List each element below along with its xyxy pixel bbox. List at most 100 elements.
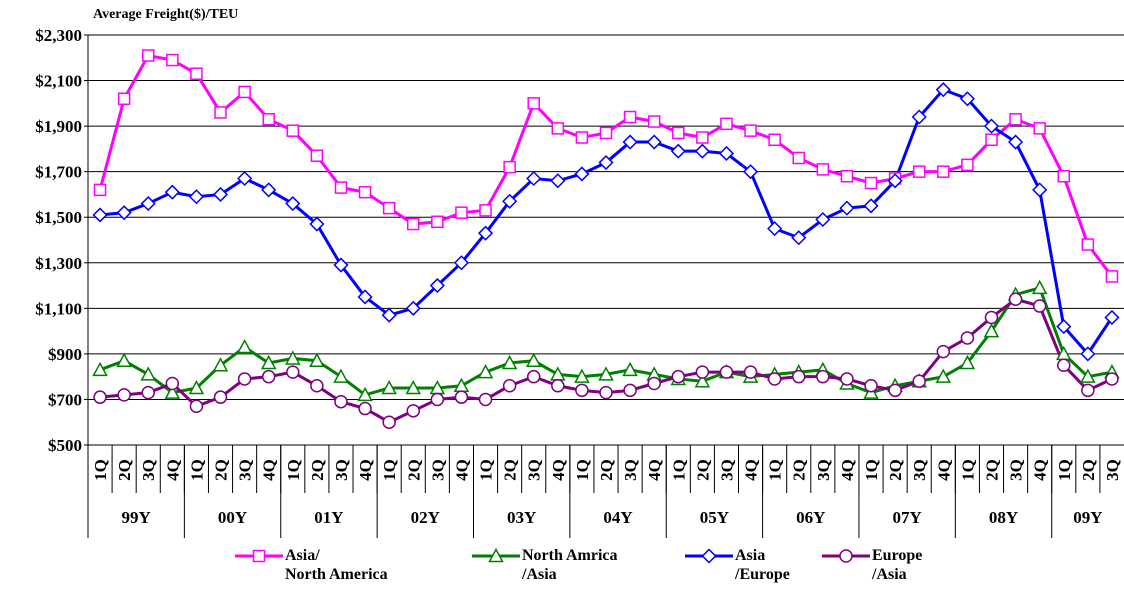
marker <box>286 365 300 379</box>
marker <box>598 366 614 381</box>
x-tick-label: 1Q <box>573 459 592 481</box>
marker <box>334 394 348 409</box>
y-tick-label: $1,300 <box>35 254 82 273</box>
x-tick-label: 2Q <box>1079 459 1098 481</box>
x-tick-label: 4Q <box>356 459 375 481</box>
marker <box>527 97 540 110</box>
marker <box>694 373 711 388</box>
marker <box>1081 238 1095 251</box>
x-tick-label: 1Q <box>766 459 785 481</box>
marker <box>190 67 203 80</box>
marker <box>117 92 131 106</box>
marker <box>1105 372 1119 386</box>
x-tick-label: 4Q <box>934 459 953 481</box>
marker <box>381 307 397 323</box>
x-tick-label: 2Q <box>212 459 231 481</box>
legend-swatch <box>685 548 733 564</box>
x-tick-label: 3Q <box>236 459 255 481</box>
x-tick-label: 4Q <box>549 459 568 481</box>
x-tick-label: 1Q <box>862 459 881 481</box>
marker <box>935 82 951 98</box>
marker <box>701 548 717 564</box>
marker <box>141 49 155 62</box>
marker <box>647 376 661 391</box>
x-tick-label: 2Q <box>308 459 327 481</box>
y-tick-label: $2,100 <box>35 72 82 91</box>
marker <box>455 206 468 219</box>
marker <box>92 207 108 223</box>
marker <box>574 368 590 383</box>
marker <box>213 390 228 404</box>
y-tick-label: $700 <box>48 390 82 409</box>
x-tick-label: 1Q <box>958 459 977 481</box>
x-tick-label: 2Q <box>597 459 616 481</box>
x-tick-label: 4Q <box>260 459 279 481</box>
marker <box>767 372 782 386</box>
marker <box>720 117 733 131</box>
legend-label: Asia /Europe <box>735 547 790 583</box>
marker <box>477 364 494 379</box>
marker <box>816 369 830 384</box>
x-tick-label: 1Q <box>91 459 110 481</box>
marker <box>358 185 372 199</box>
marker <box>488 547 504 563</box>
y-tick-label: $1,500 <box>35 208 82 227</box>
marker <box>1056 318 1072 335</box>
marker <box>646 134 662 150</box>
marker <box>742 164 759 180</box>
marker <box>310 149 324 162</box>
marker <box>961 158 974 172</box>
marker <box>719 365 734 379</box>
marker <box>212 186 229 203</box>
marker <box>309 216 325 232</box>
marker <box>503 160 516 174</box>
legend-marker <box>488 547 504 563</box>
x-tick-label: 4Q <box>1031 459 1050 481</box>
marker <box>1033 122 1046 135</box>
marker <box>357 386 373 402</box>
x-tick-label: 4Q <box>742 459 761 481</box>
x-tick-label: 3Q <box>1103 459 1122 481</box>
marker <box>598 154 614 171</box>
year-label: 07Y <box>893 508 922 527</box>
marker <box>164 384 181 399</box>
marker <box>1057 358 1071 373</box>
marker <box>526 369 541 384</box>
marker <box>936 344 951 359</box>
marker <box>334 181 348 194</box>
x-tick-label: 1Q <box>1055 459 1074 481</box>
x-tick-label: 3Q <box>428 459 447 481</box>
marker <box>261 182 277 198</box>
year-label: 05Y <box>700 508 729 527</box>
marker <box>1032 182 1048 198</box>
marker <box>238 85 251 99</box>
year-label: 01Y <box>314 508 343 527</box>
marker <box>285 350 301 365</box>
marker <box>453 255 470 271</box>
x-tick-label: 1Q <box>284 459 303 481</box>
marker <box>477 225 494 241</box>
marker <box>743 365 758 379</box>
marker <box>574 166 590 182</box>
marker <box>671 369 686 384</box>
x-tick-label: 4Q <box>645 459 664 481</box>
series-line <box>99 297 1113 424</box>
legend-label: Asia/ North America <box>285 547 388 583</box>
marker <box>212 357 229 372</box>
x-tick-label: 1Q <box>669 459 688 481</box>
marker <box>382 201 396 215</box>
marker <box>768 133 781 147</box>
marker <box>959 354 976 370</box>
marker <box>381 379 397 395</box>
marker <box>864 176 878 190</box>
y-tick-label: $1,700 <box>35 163 82 182</box>
marker <box>92 361 108 377</box>
marker <box>430 392 445 407</box>
marker <box>622 361 638 377</box>
marker <box>189 399 204 414</box>
marker <box>792 151 805 165</box>
marker <box>696 131 709 144</box>
marker <box>937 165 950 178</box>
marker <box>116 352 132 367</box>
